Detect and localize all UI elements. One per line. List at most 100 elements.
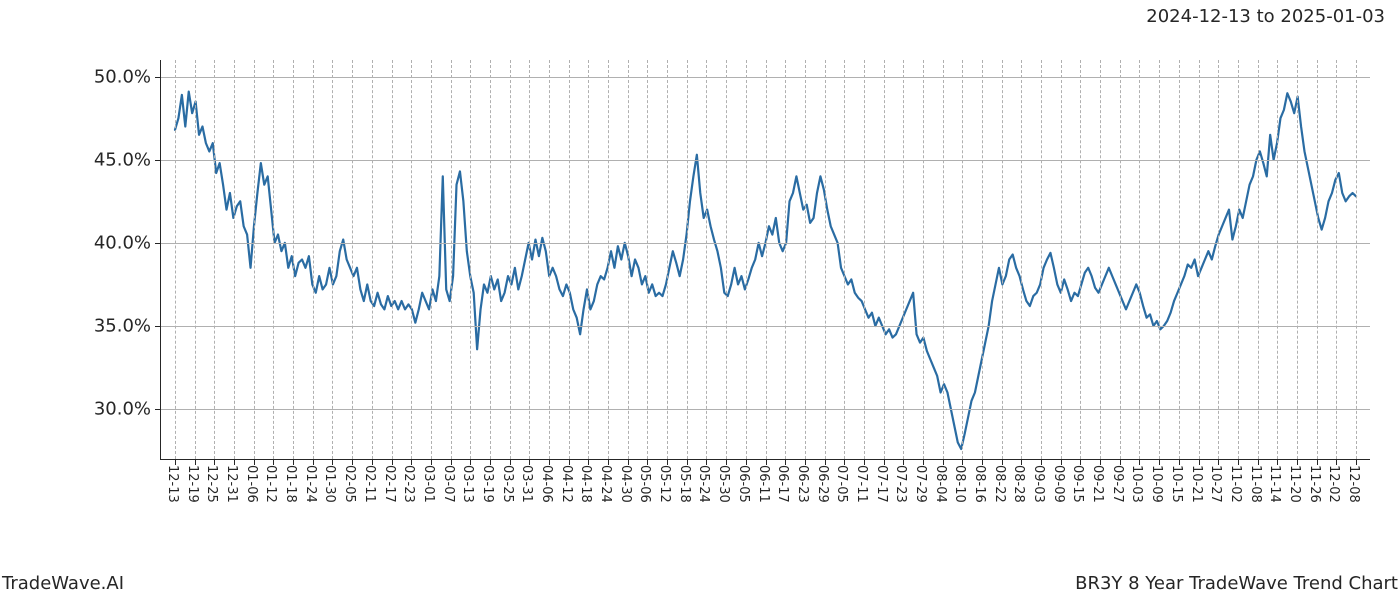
x-grid-line (254, 60, 255, 459)
x-tick-label: 10-27 (1208, 465, 1223, 503)
x-tick-label: 09-21 (1090, 465, 1105, 503)
chart-title: BR3Y 8 Year TradeWave Trend Chart (1075, 573, 1398, 594)
x-tick-label: 11-26 (1307, 465, 1322, 503)
x-grid-line (1199, 60, 1200, 459)
x-tick-label: 03-13 (460, 465, 475, 503)
x-tick-label: 05-18 (677, 465, 692, 503)
x-tick-label: 03-25 (500, 465, 515, 503)
x-tick-label: 01-12 (263, 465, 278, 503)
x-grid-line (1100, 60, 1101, 459)
x-tick-label: 02-05 (342, 465, 357, 503)
x-grid-line (1258, 60, 1259, 459)
x-grid-line (943, 60, 944, 459)
x-tick-label: 08-10 (952, 465, 967, 503)
x-grid-line (529, 60, 530, 459)
x-grid-line (490, 60, 491, 459)
x-grid-line (1041, 60, 1042, 459)
x-grid-line (1336, 60, 1337, 459)
x-tick-label: 11-14 (1267, 465, 1282, 503)
chart-container: 2024-12-13 to 2025-01-03 30.0%35.0%40.0%… (0, 0, 1400, 600)
x-grid-line (1218, 60, 1219, 459)
x-grid-line (903, 60, 904, 459)
x-tick-label: 08-04 (933, 465, 948, 503)
x-tick-label: 07-23 (893, 465, 908, 503)
x-grid-line (726, 60, 727, 459)
x-tick-label: 04-18 (578, 465, 593, 503)
x-tick-label: 01-06 (244, 465, 259, 503)
x-tick-label: 07-05 (834, 465, 849, 503)
x-grid-line (785, 60, 786, 459)
x-grid-line (214, 60, 215, 459)
x-tick-label: 01-30 (322, 465, 337, 503)
x-tick-label: 02-11 (362, 465, 377, 503)
x-grid-line (647, 60, 648, 459)
x-tick-label: 11-02 (1228, 465, 1243, 503)
x-tick-label: 10-03 (1129, 465, 1144, 503)
x-grid-line (1159, 60, 1160, 459)
x-tick-label: 05-06 (637, 465, 652, 503)
x-grid-line (1277, 60, 1278, 459)
x-grid-line (313, 60, 314, 459)
x-tick-label: 12-31 (224, 465, 239, 503)
x-grid-line (332, 60, 333, 459)
x-grid-line (864, 60, 865, 459)
x-tick-label: 01-18 (283, 465, 298, 503)
x-grid-line (1021, 60, 1022, 459)
x-grid-line (392, 60, 393, 459)
x-grid-line (1139, 60, 1140, 459)
x-tick-label: 04-06 (539, 465, 554, 503)
x-grid-line (1002, 60, 1003, 459)
x-tick-label: 07-17 (874, 465, 889, 503)
x-grid-line (667, 60, 668, 459)
x-tick-label: 12-08 (1346, 465, 1361, 503)
x-tick-label: 05-30 (716, 465, 731, 503)
x-grid-line (884, 60, 885, 459)
x-grid-line (1297, 60, 1298, 459)
x-tick-label: 08-28 (1011, 465, 1026, 503)
x-tick-label: 09-03 (1031, 465, 1046, 503)
x-tick-label: 12-02 (1326, 465, 1341, 503)
x-grid-line (1061, 60, 1062, 459)
x-tick-label: 02-23 (401, 465, 416, 503)
x-tick-label: 09-27 (1110, 465, 1125, 503)
x-grid-line (411, 60, 412, 459)
x-grid-line (569, 60, 570, 459)
x-grid-line (962, 60, 963, 459)
x-tick-label: 12-13 (165, 465, 180, 503)
x-grid-line (549, 60, 550, 459)
x-tick-label: 04-30 (618, 465, 633, 503)
x-tick-label: 03-07 (441, 465, 456, 503)
x-grid-line (1179, 60, 1180, 459)
x-grid-line (273, 60, 274, 459)
x-grid-line (805, 60, 806, 459)
x-tick-label: 11-20 (1287, 465, 1302, 503)
x-tick-label: 08-22 (992, 465, 1007, 503)
x-grid-line (766, 60, 767, 459)
y-tick-label: 30.0% (94, 399, 161, 420)
x-grid-line (451, 60, 452, 459)
x-tick-label: 10-15 (1169, 465, 1184, 503)
x-tick-label: 07-29 (913, 465, 928, 503)
x-grid-line (1080, 60, 1081, 459)
y-tick-label: 35.0% (94, 316, 161, 337)
x-tick-label: 06-29 (815, 465, 830, 503)
x-tick-label: 03-31 (519, 465, 534, 503)
plot-area: 30.0%35.0%40.0%45.0%50.0%12-1312-1912-25… (160, 60, 1370, 460)
y-tick-label: 50.0% (94, 66, 161, 87)
x-tick-label: 04-24 (598, 465, 613, 503)
y-tick-label: 40.0% (94, 232, 161, 253)
x-tick-label: 12-19 (185, 465, 200, 503)
x-grid-line (470, 60, 471, 459)
x-grid-line (510, 60, 511, 459)
x-tick-label: 03-01 (421, 465, 436, 503)
y-tick-label: 45.0% (94, 149, 161, 170)
x-tick-label: 10-09 (1149, 465, 1164, 503)
x-tick-label: 12-25 (204, 465, 219, 503)
x-grid-line (1120, 60, 1121, 459)
x-grid-line (234, 60, 235, 459)
x-tick-label: 03-19 (480, 465, 495, 503)
x-tick-label: 06-11 (756, 465, 771, 503)
x-tick-label: 11-08 (1248, 465, 1263, 503)
x-grid-line (706, 60, 707, 459)
x-tick-label: 04-12 (559, 465, 574, 503)
